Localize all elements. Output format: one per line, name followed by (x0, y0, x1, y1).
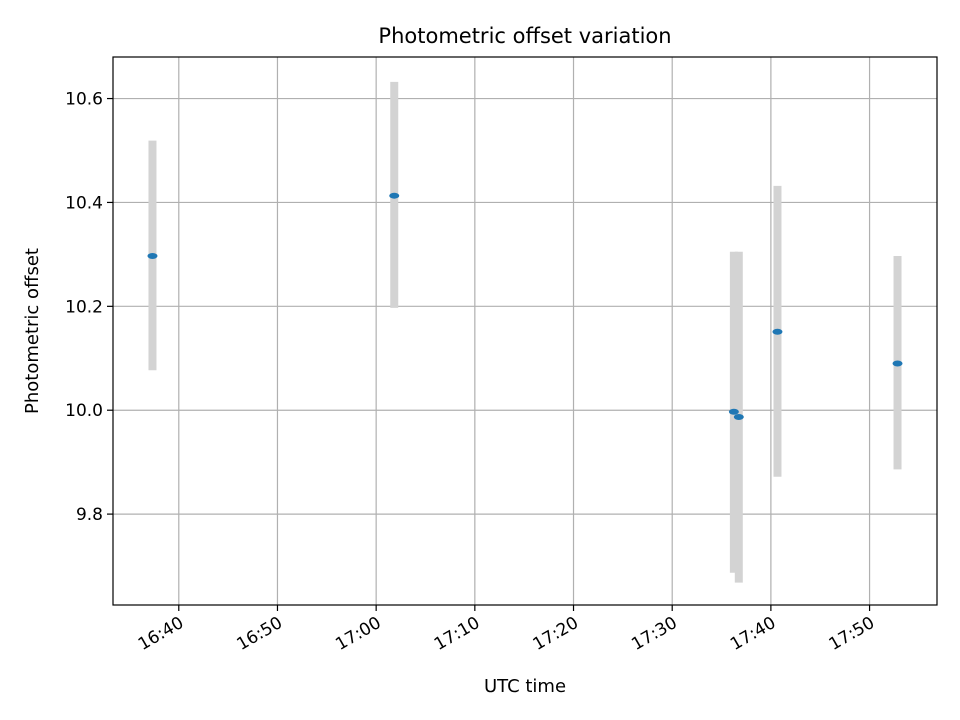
y-tick-label: 10.6 (65, 90, 103, 110)
y-tick-label: 9.8 (76, 505, 103, 525)
y-axis-label: Photometric offset (22, 248, 43, 414)
data-points (147, 192, 903, 420)
y-tick-label: 10.0 (65, 401, 103, 421)
y-tick-label: 10.2 (65, 297, 103, 317)
y-tick-label: 10.4 (65, 193, 103, 213)
data-point (892, 360, 903, 367)
chart-title: Photometric offset variation (378, 24, 671, 48)
data-point (147, 252, 158, 259)
data-point (733, 413, 744, 420)
data-point (772, 328, 783, 335)
data-point (728, 408, 739, 415)
plot-frame (112, 56, 938, 606)
x-axis-label: UTC time (484, 676, 566, 697)
y-axis-ticks: 9.8 10.0 10.2 10.4 10.6 (65, 90, 113, 525)
grid (113, 57, 937, 605)
data-point (389, 192, 400, 199)
